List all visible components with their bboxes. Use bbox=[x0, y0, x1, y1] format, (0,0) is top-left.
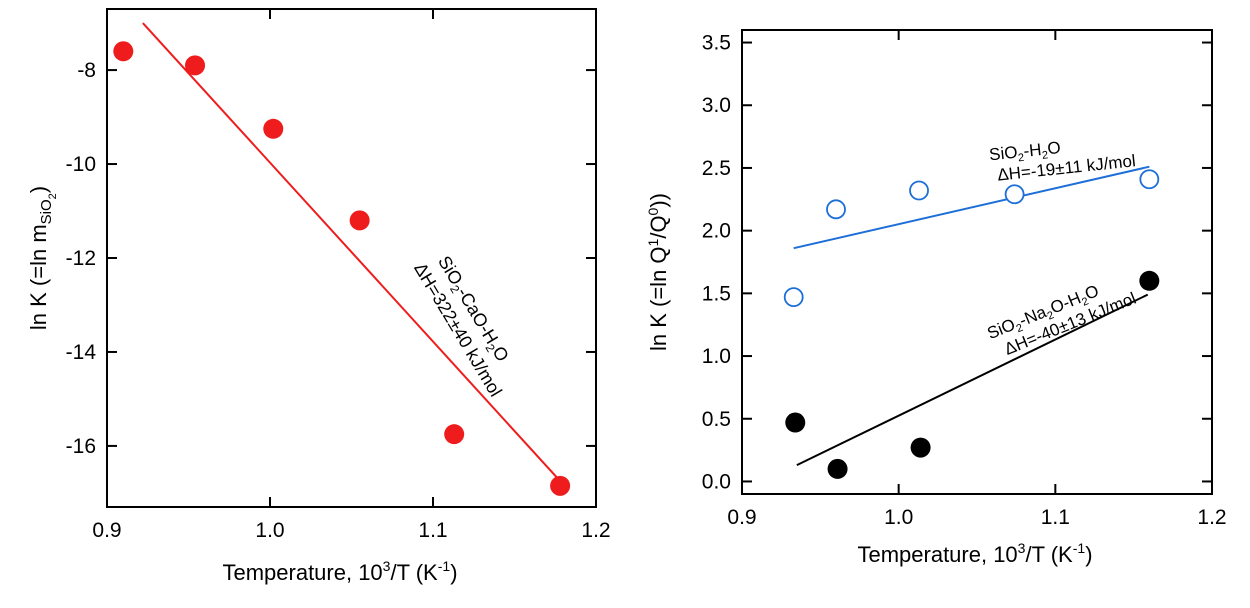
right-annotation-blue: SiO2-H2O ΔH=-19±11 kJ/mol bbox=[988, 138, 1136, 185]
right-data-point bbox=[785, 412, 806, 433]
left-data-point bbox=[550, 475, 571, 496]
left-x-axis-title: Temperature, 103/T (K-1) bbox=[222, 558, 457, 585]
left-chart: 0.9 1.0 1.1 1.2 -8 -10 -12 -14 -16 Temperature,… bbox=[26, 8, 611, 585]
left-y-axis-title: ln K (=ln mSiO2) bbox=[26, 186, 59, 330]
right-fit-lines bbox=[793, 165, 1150, 467]
left-data-point bbox=[113, 41, 134, 62]
left-data-point bbox=[185, 55, 206, 76]
left-fit-lines bbox=[142, 22, 568, 489]
right-data-point bbox=[826, 199, 846, 220]
left-y-tick-label: -8 bbox=[77, 59, 96, 82]
right-x-ticks: 0.9 1.0 1.1 1.2 bbox=[727, 30, 1227, 529]
left-data-point bbox=[263, 118, 284, 139]
right-data-point bbox=[909, 180, 929, 201]
left-y-tick-label: -12 bbox=[66, 247, 96, 270]
right-x-tick-label: 1.2 bbox=[1197, 506, 1226, 529]
right-data-point bbox=[827, 458, 848, 479]
left-data-point bbox=[444, 424, 465, 445]
right-x-tick-label: 0.9 bbox=[727, 506, 756, 529]
right-y-tick-label: 3.5 bbox=[702, 32, 731, 55]
left-x-tick-label: 1.1 bbox=[418, 519, 447, 542]
left-y-tick-label: -14 bbox=[66, 341, 97, 364]
right-y-tick-label: 1.0 bbox=[702, 345, 731, 368]
right-data-point bbox=[910, 437, 931, 458]
right-y-tick-label: 1.5 bbox=[702, 282, 731, 305]
left-plot-frame bbox=[106, 8, 597, 508]
right-data-point bbox=[783, 287, 804, 308]
left-y-tick-label: -10 bbox=[66, 153, 96, 176]
left-x-tick-label: 1.0 bbox=[255, 519, 284, 542]
right-data-point bbox=[1139, 169, 1160, 190]
right-y-tick-label: 2.5 bbox=[702, 157, 731, 180]
left-annotation: SiO2-CaO-H2O ΔH=322±40 kJ/mol bbox=[410, 252, 513, 400]
right-data-point bbox=[1004, 184, 1025, 205]
blue-annotation-system: SiO2-H2O bbox=[988, 138, 1062, 167]
right-x-axis-title: Temperature, 103/T (K-1) bbox=[857, 540, 1092, 567]
right-fit-line bbox=[793, 165, 1150, 250]
left-x-tick-label: 0.9 bbox=[92, 519, 121, 542]
right-annotation-black: SiO2-Na2O-H2O ΔH=-40±13 kJ/mol bbox=[985, 281, 1139, 359]
left-data-points bbox=[113, 41, 571, 496]
right-y-tick-label: 0.5 bbox=[702, 408, 731, 431]
left-y-tick-label: -16 bbox=[66, 435, 96, 458]
right-plot-frame bbox=[741, 29, 1213, 495]
left-y-ticks: -8 -10 -12 -14 -16 bbox=[66, 59, 596, 458]
right-data-point bbox=[1139, 270, 1160, 291]
right-y-tick-label: 3.0 bbox=[702, 94, 731, 117]
right-y-tick-label: 2.0 bbox=[702, 220, 731, 243]
left-x-tick-label: 1.2 bbox=[581, 519, 610, 542]
right-y-tick-label: 0.0 bbox=[702, 470, 731, 493]
right-x-tick-label: 1.1 bbox=[1041, 506, 1070, 529]
right-y-axis-title: ln K (=ln Q1/Q0)) bbox=[645, 193, 671, 351]
left-x-ticks: 0.9 1.0 1.1 1.2 bbox=[92, 9, 611, 542]
right-chart: 0.9 1.0 1.1 1.2 0.0 0.5 1.0 1.5 2.0 2.5 3.0 3.5 Te… bbox=[645, 29, 1227, 567]
right-fit-line bbox=[796, 293, 1149, 467]
right-data-points bbox=[783, 169, 1160, 479]
right-y-ticks: 0.0 0.5 1.0 1.5 2.0 2.5 3.0 3.5 bbox=[702, 32, 1212, 493]
right-x-tick-label: 1.0 bbox=[884, 506, 913, 529]
left-fit-line bbox=[142, 22, 568, 489]
left-data-point bbox=[349, 210, 370, 231]
